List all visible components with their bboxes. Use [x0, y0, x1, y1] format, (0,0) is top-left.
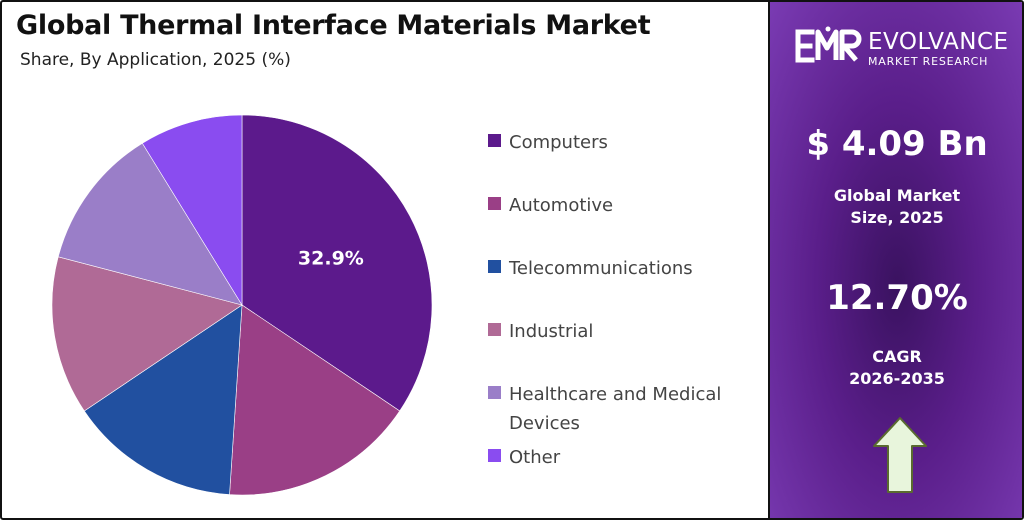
summary-panel: EVOLVANCE MARKET RESEARCH $ 4.09 Bn Glob… — [768, 2, 1022, 518]
legend-swatch — [488, 449, 501, 462]
legend-item: Industrial — [488, 317, 759, 346]
legend-swatch — [488, 260, 501, 273]
pie-slice-other — [141, 114, 243, 307]
legend-label: Computers — [509, 132, 608, 153]
legend-label: Healthcare and Medical Devices — [509, 384, 722, 434]
market-size-value: $ 4.09 Bn — [806, 124, 988, 164]
pie-data-label: 32.9% — [298, 248, 364, 270]
emr-logo-icon — [795, 26, 862, 63]
legend-item: Computers — [488, 128, 759, 157]
legend-label: Automotive — [509, 195, 614, 216]
legend-item: Automotive — [488, 191, 759, 220]
legend-label: Industrial — [509, 321, 594, 342]
cagr-value: 12.70% — [826, 278, 968, 318]
legend-label: Telecommunications — [509, 258, 693, 279]
pie-slice-telecommunications — [83, 304, 243, 495]
pie-slice-automotive — [229, 304, 401, 496]
legend-swatch — [488, 134, 501, 147]
brand-tagline: MARKET RESEARCH — [868, 55, 989, 68]
cagr-label: CAGR — [872, 347, 922, 366]
chart-panel: Global Thermal Interface Materials Marke… — [2, 2, 768, 518]
legend-swatch — [488, 386, 501, 399]
cagr-period: 2026-2035 — [849, 369, 945, 388]
market-size-label-line1: Global Market — [833, 186, 961, 205]
legend-item: Telecommunications — [488, 254, 759, 283]
market-size-label-line2: Size, 2025 — [850, 208, 944, 227]
legend-swatch — [488, 323, 501, 336]
up-arrow-icon — [873, 417, 927, 493]
pie-chart: 32.9% — [51, 114, 433, 496]
pie-slice-computers — [241, 114, 433, 412]
legend-label: Other — [509, 447, 561, 468]
legend-item: Other — [488, 443, 759, 472]
legend-swatch — [488, 197, 501, 210]
brand-logo: EVOLVANCE MARKET RESEARCH — [794, 26, 1009, 70]
brand-name: EVOLVANCE — [868, 29, 1009, 55]
chart-title: Global Thermal Interface Materials Marke… — [16, 10, 651, 41]
legend-item: Healthcare and Medical Devices — [488, 380, 759, 438]
pie-slice-industrial — [51, 256, 243, 412]
chart-subtitle: Share, By Application, 2025 (%) — [20, 50, 291, 70]
pie-slice-healthcare-and-medical-devices — [57, 142, 243, 306]
